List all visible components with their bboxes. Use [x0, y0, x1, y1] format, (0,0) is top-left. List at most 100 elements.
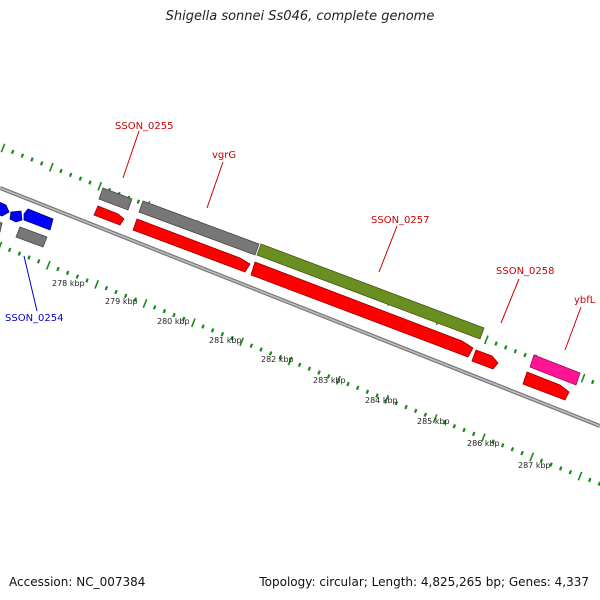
scale-label-281: 281 kbp [209, 336, 242, 345]
lower-tick [423, 412, 428, 418]
gene-red-sson0257 [250, 261, 474, 358]
lower-tick [287, 356, 293, 366]
gene-red-vgrG [132, 218, 251, 273]
upper-tick [68, 172, 73, 178]
lower-tick [114, 289, 118, 295]
lower-tick [239, 337, 245, 347]
gene-magenta-ybfL [529, 354, 581, 386]
upper-tick [20, 153, 25, 158]
lower-tick [335, 375, 341, 385]
lower-tick [142, 298, 148, 309]
scale-label-286: 286 kbp [467, 439, 500, 448]
scale-label-285: 285 kbp [417, 417, 450, 426]
leader-lines [23, 130, 582, 351]
gene-features [0, 187, 581, 401]
lower-tick [568, 469, 573, 475]
lower-tick [491, 439, 495, 444]
lower-tick [471, 431, 476, 437]
lower-tick [133, 297, 138, 302]
lower-tick [355, 385, 360, 391]
gene-label-sson0255: SSON_0255 [115, 121, 174, 132]
upper-tick [48, 162, 54, 172]
lower-tick [210, 328, 215, 333]
lower-tick [413, 408, 418, 414]
tick-tracks [0, 143, 600, 487]
lower-tick [432, 414, 438, 423]
gene-labels: SSON_0255 vgrG SSON_0257 SSON_0258 ybfL … [5, 121, 596, 324]
lower-tick [17, 251, 22, 256]
upper-tick [39, 161, 44, 166]
lower-tick [220, 331, 225, 337]
lower-tick [404, 404, 408, 410]
gene-olive-sson0257 [256, 243, 485, 340]
gene-red-sson0258 [471, 349, 499, 370]
lower-tick [326, 374, 331, 379]
lower-tick [558, 466, 563, 471]
lower-tick [346, 381, 350, 387]
gene-label-vgrG: vgrG [212, 150, 236, 161]
lower-tick [587, 477, 592, 483]
lower-tick [45, 260, 51, 270]
leader-sson0258 [500, 278, 520, 324]
upper-tick [136, 199, 141, 204]
lower-tick [297, 362, 302, 368]
lower-tick [230, 335, 234, 341]
upper-tick [59, 168, 63, 174]
upper-tick [0, 143, 6, 153]
lower-tick [394, 400, 399, 406]
gene-label-sson0254: SSON_0254 [5, 313, 64, 324]
upper-tick [483, 335, 489, 345]
upper-tick [523, 352, 527, 358]
gene-red-ybfL [522, 371, 570, 401]
lower-tick [307, 366, 312, 372]
gene-gray-left-stub [0, 221, 3, 233]
upper-tick [503, 345, 508, 350]
lower-tick [259, 347, 263, 352]
lower-tick [201, 324, 205, 329]
lower-tick [85, 278, 89, 283]
scale-label-284: 284 kbp [365, 396, 398, 405]
lower-tick [577, 471, 583, 481]
gene-label-sson0257: SSON_0257 [371, 215, 430, 226]
lower-tick [65, 270, 70, 276]
lower-tick [500, 443, 505, 448]
upper-tick [580, 373, 586, 383]
lower-tick [56, 266, 60, 272]
leader-sson0257 [378, 225, 398, 273]
gene-blue-2 [9, 210, 23, 223]
lower-tick [36, 259, 41, 264]
leader-ybfL [564, 306, 582, 351]
lower-tick [249, 343, 254, 349]
lower-tick [7, 247, 12, 253]
lower-tick [172, 312, 176, 318]
lower-tick [480, 433, 486, 443]
gene-gray-vgrG [138, 200, 260, 256]
lower-tick [278, 354, 283, 360]
upper-tick [10, 149, 15, 155]
lower-tick [375, 393, 379, 398]
lower-tick [123, 293, 128, 299]
scale-label-280: 280 kbp [157, 317, 190, 326]
upper-tick [494, 341, 498, 346]
genome-backbone [0, 186, 600, 428]
lower-tick [104, 285, 109, 291]
lower-tick [462, 427, 466, 433]
upper-tick [97, 181, 103, 191]
lower-tick [452, 423, 457, 429]
upper-tick [513, 348, 518, 354]
lower-tick [365, 389, 370, 395]
lower-tick [549, 462, 553, 467]
scale-label-283: 283 kbp [313, 376, 346, 385]
lower-tick [27, 255, 31, 260]
upper-tick [30, 157, 34, 162]
gene-label-sson0258: SSON_0258 [496, 266, 555, 277]
topology-summary: Topology: circular; Length: 4,825,265 bp… [259, 575, 589, 589]
scale-label-287: 287 kbp [518, 461, 551, 470]
scale-label-278: 278 kbp [52, 279, 85, 288]
lower-tick [268, 351, 273, 356]
gene-blue-3 [23, 208, 54, 231]
upper-tick [78, 176, 83, 181]
lower-tick [75, 274, 80, 279]
